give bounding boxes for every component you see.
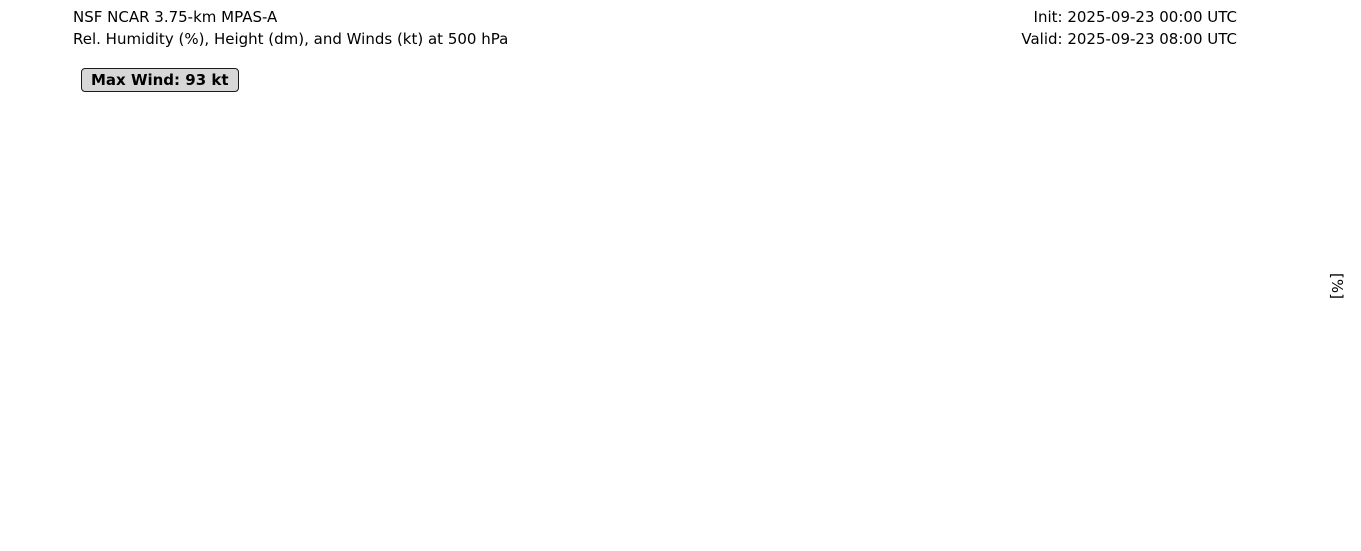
colorbar-unit-label: [%] — [1328, 273, 1346, 299]
init-time: Init: 2025-09-23 00:00 UTC — [1033, 8, 1237, 26]
colorbar — [1262, 62, 1289, 510]
model-title: NSF NCAR 3.75-km MPAS-A — [73, 8, 278, 26]
max-wind-badge: Max Wind: 93 kt — [81, 68, 239, 92]
map-canvas — [73, 62, 1237, 510]
time-block: Init: 2025-09-23 00:00 UTC Valid: 2025-0… — [1021, 6, 1237, 50]
title-block: NSF NCAR 3.75-km MPAS-A Rel. Humidity (%… — [73, 6, 508, 50]
valid-time: Valid: 2025-09-23 08:00 UTC — [1021, 30, 1237, 48]
field-title: Rel. Humidity (%), Height (dm), and Wind… — [73, 30, 509, 48]
